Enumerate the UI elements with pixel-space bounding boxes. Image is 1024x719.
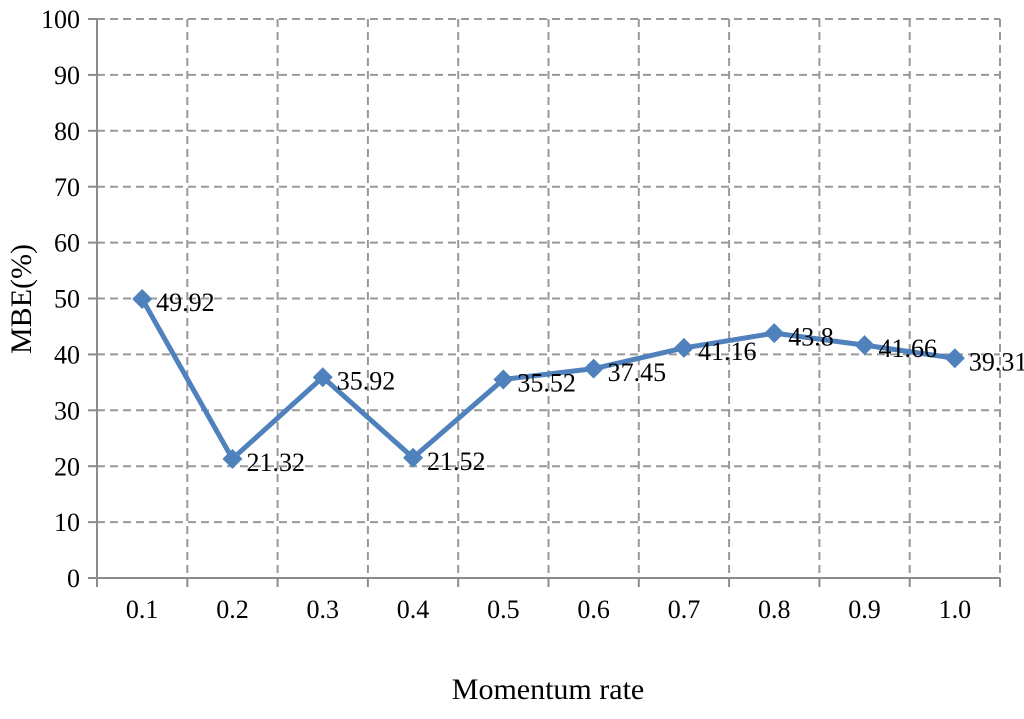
data-point-marker [944, 348, 965, 369]
y-tick-label: 90 [54, 61, 80, 90]
y-tick-label: 0 [67, 564, 80, 593]
y-tick-label: 100 [41, 5, 80, 34]
data-point-label: 49.92 [156, 288, 215, 317]
y-tick-label: 20 [54, 452, 80, 481]
y-tick-label: 60 [54, 229, 80, 258]
data-point-marker [132, 288, 153, 309]
y-tick-label: 10 [54, 508, 80, 537]
x-tick-label: 0.9 [848, 595, 881, 624]
data-point-marker [583, 358, 604, 379]
data-point-label: 37.45 [608, 358, 667, 387]
y-axis-title: MBE(%) [5, 244, 38, 354]
x-tick-label: 0.6 [577, 595, 610, 624]
x-tick-label: 0.1 [126, 595, 159, 624]
x-axis-title: Momentum rate [451, 673, 645, 706]
data-point-label: 43.8 [788, 322, 834, 351]
data-point-marker [673, 337, 694, 358]
x-tick-label: 0.8 [758, 595, 791, 624]
data-point-marker [854, 335, 875, 356]
data-point-marker [764, 323, 785, 344]
x-tick-label: 0.5 [487, 595, 520, 624]
data-point-label: 41.66 [879, 334, 938, 363]
x-tick-label: 1.0 [939, 595, 972, 624]
x-tick-label: 0.2 [216, 595, 249, 624]
data-point-label: 39.31 [969, 347, 1024, 376]
data-point-label: 35.92 [337, 366, 396, 395]
data-point-marker [222, 448, 243, 469]
y-tick-label: 50 [54, 285, 80, 314]
data-point-label: 21.52 [427, 447, 486, 476]
y-tick-label: 30 [54, 396, 80, 425]
series-line [139, 296, 958, 462]
data-point-label: 21.32 [246, 448, 305, 477]
data-point-marker [493, 369, 514, 390]
y-tick-label: 80 [54, 117, 80, 146]
y-tick-label: 40 [54, 341, 80, 370]
y-tick-label: 70 [54, 173, 80, 202]
x-tick-label: 0.3 [307, 595, 340, 624]
x-tick-label: 0.7 [668, 595, 701, 624]
x-tick-label: 0.4 [397, 595, 430, 624]
data-point-marker [312, 367, 333, 388]
data-point-label: 41.16 [698, 337, 757, 366]
data-point-marker [403, 447, 424, 468]
data-point-label: 35.52 [517, 369, 576, 398]
